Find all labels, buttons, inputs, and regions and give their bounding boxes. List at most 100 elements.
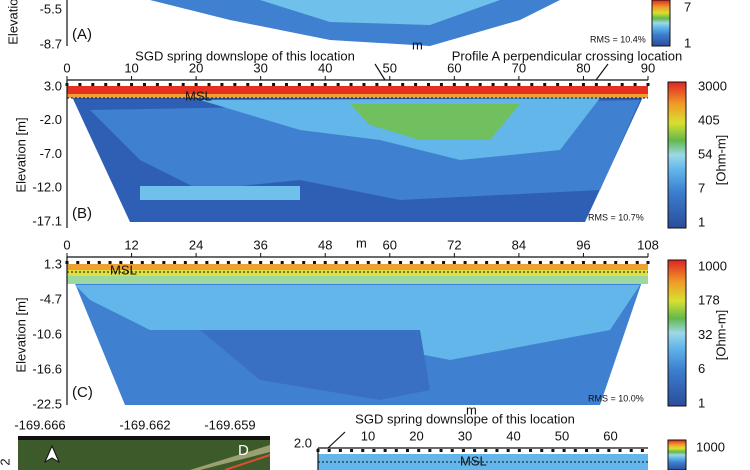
x-axis-label: m xyxy=(466,402,477,417)
x-tick-label: 84 xyxy=(512,237,526,252)
x-tick-label: 12 xyxy=(124,237,138,252)
electrode xyxy=(478,83,482,86)
electrode xyxy=(646,83,650,86)
electrode xyxy=(130,261,134,264)
x-tick-label: 90 xyxy=(641,60,655,75)
x-tick-label: 72 xyxy=(447,237,461,252)
electrode xyxy=(420,261,424,264)
colorbar-tick: 405 xyxy=(698,112,720,127)
x-tick-label: 0 xyxy=(63,60,70,75)
section-layer xyxy=(67,264,648,270)
electrode xyxy=(594,83,598,86)
electrode xyxy=(162,261,166,264)
x-tick-label: 36 xyxy=(253,237,267,252)
electrode xyxy=(280,261,284,264)
electrode xyxy=(194,83,198,86)
electrode xyxy=(323,83,327,86)
electrode xyxy=(183,261,187,264)
x-tick-label: 24 xyxy=(189,237,203,252)
electrode xyxy=(439,83,443,86)
electrode xyxy=(517,83,521,86)
electrode xyxy=(207,83,211,86)
electrode xyxy=(366,261,370,264)
electrode xyxy=(603,261,607,264)
electrode xyxy=(485,261,489,264)
map-frame xyxy=(18,436,270,440)
rms: RMS = 10.4% xyxy=(590,34,646,44)
y-tick-label: 3.0 xyxy=(44,78,62,93)
electrode xyxy=(452,83,456,86)
x-tick-label: 70 xyxy=(512,60,526,75)
y-axis-label: Elevation [m] xyxy=(13,297,28,372)
electrode xyxy=(362,83,366,86)
electrode xyxy=(65,261,69,264)
annotation: SGD spring downslope of this location xyxy=(135,48,355,63)
electrode xyxy=(356,261,359,264)
electrode xyxy=(142,83,146,86)
y-tick-label: -16.6 xyxy=(32,361,62,376)
electrode xyxy=(431,261,435,264)
y-tick-label: -7.0 xyxy=(40,146,62,161)
colorbar-tick: 54 xyxy=(698,146,712,161)
x-tick-label: 40 xyxy=(506,428,520,443)
x-tick-label: 10 xyxy=(361,428,375,443)
north-arrow xyxy=(43,444,61,464)
electrode xyxy=(117,83,121,86)
section-a-light xyxy=(260,0,500,25)
colorbar-label: [Ohm-m] xyxy=(713,135,728,186)
electrode xyxy=(130,83,134,86)
electrode xyxy=(560,261,564,264)
electrode xyxy=(409,261,413,264)
colorbar-tick: 32 xyxy=(698,327,712,342)
electrode xyxy=(205,261,209,264)
electrode xyxy=(181,83,185,86)
x-tick-label: 60 xyxy=(603,428,617,443)
x-tick-label: 80 xyxy=(576,60,590,75)
electrode xyxy=(375,83,379,86)
panel-label: (C) xyxy=(72,384,93,401)
electrode xyxy=(394,449,398,452)
section-layer xyxy=(67,276,648,284)
x-tick-label: 20 xyxy=(189,60,203,75)
electrode xyxy=(540,449,544,452)
section-layer xyxy=(200,330,430,400)
electrode xyxy=(327,449,331,452)
x-axis-label: m xyxy=(356,235,367,250)
y-tick-label: -22.5 xyxy=(32,396,62,411)
panel-b: m SGD spring downslope of this location … xyxy=(13,37,728,229)
annotation: Profile A perpendicular crossing locatio… xyxy=(452,48,683,63)
electrode xyxy=(168,83,172,86)
electrode xyxy=(624,261,628,264)
panel-label: (B) xyxy=(72,205,92,222)
section-layer xyxy=(67,86,648,94)
electrode xyxy=(284,83,288,86)
electrode xyxy=(484,449,488,452)
electrode xyxy=(442,261,446,264)
electrode xyxy=(272,83,276,86)
electrode xyxy=(504,83,508,86)
x-tick-label: 50 xyxy=(383,60,397,75)
electrode xyxy=(439,449,443,452)
electrode xyxy=(401,83,405,86)
electrode xyxy=(248,261,252,264)
panel-label: (A) xyxy=(72,26,92,43)
electrode xyxy=(310,83,314,86)
x-tick-label: 0 xyxy=(63,237,70,252)
x-tick-label: 48 xyxy=(318,237,332,252)
electrode xyxy=(383,449,387,452)
y-axis-label: Elevation [m] xyxy=(13,117,28,192)
colorbar-tick: 1 xyxy=(698,214,705,229)
electrode xyxy=(336,83,340,86)
electrode xyxy=(194,261,198,264)
electrode xyxy=(592,261,596,264)
electrode xyxy=(108,261,112,264)
panel-d: 2 -169.666 -169.662 -169.659 D SGD sprin… xyxy=(0,402,725,470)
x-tick-label: 108 xyxy=(637,237,659,252)
map xyxy=(18,436,270,470)
electrode xyxy=(495,261,499,264)
x-tick-label: 30 xyxy=(458,428,472,443)
map-tick: -169.662 xyxy=(119,417,170,432)
y-tick-label: -2.0 xyxy=(40,112,62,127)
electrode xyxy=(414,83,418,86)
section-layer xyxy=(67,94,648,98)
